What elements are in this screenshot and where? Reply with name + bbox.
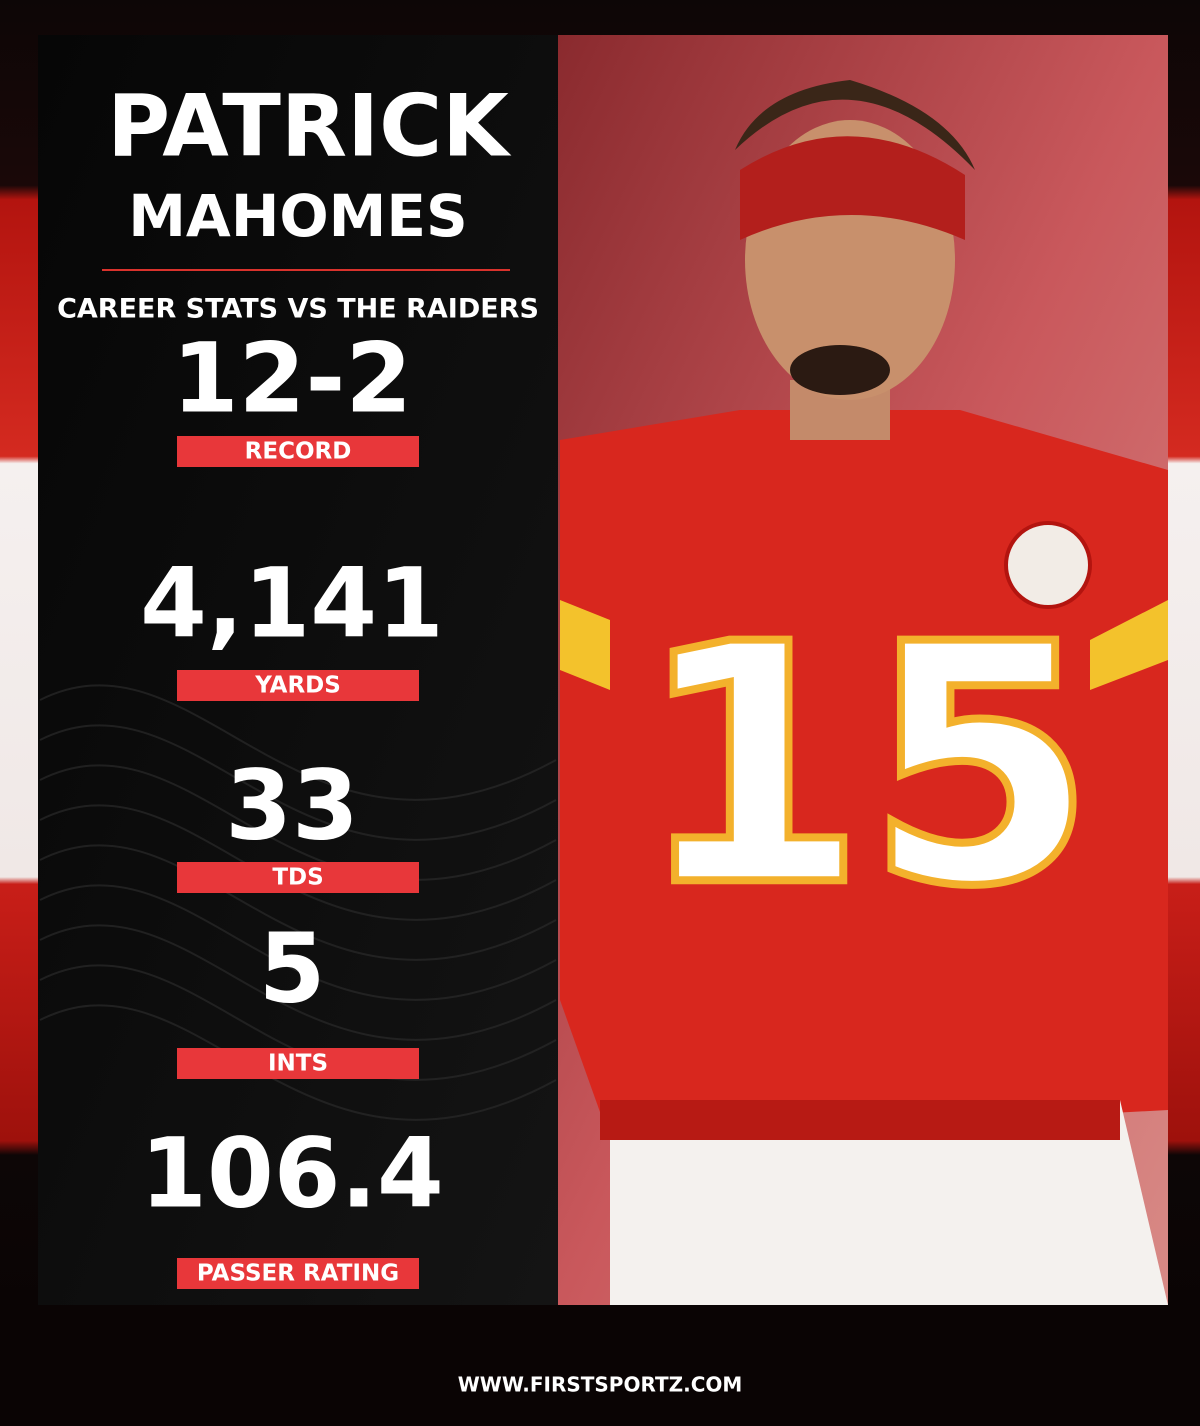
last-name: MAHOMES [128,182,468,250]
stat-label-bar [177,670,419,701]
stat-label-bar [177,1048,419,1079]
stat-label-bar [177,436,419,467]
stat-label: RECORD [245,439,352,465]
stat-label-bar [177,1258,419,1289]
stat-value: 4,141 [140,547,444,659]
subtitle: CAREER STATS VS THE RAIDERS [57,294,539,325]
stat-label-bar [177,862,419,893]
stat-label: INTS [268,1051,328,1077]
footer-band [0,1305,1200,1426]
stat-value: 33 [225,749,359,861]
website: WWW.FIRSTSPORTZ.COM [458,1373,743,1397]
player-photo: 15 [558,35,1168,1305]
stat-label: TDS [272,865,323,891]
stat-value: 5 [259,912,326,1024]
stat-label: YARDS [254,673,341,699]
wave-pattern [39,684,557,1121]
stat-value: 106.4 [140,1117,444,1229]
stats-list: 12-2 RECORD 4,141 YARDS 33 TDS 5 INTS 106.4 PASSE… [140,322,444,1289]
first-name: PATRICK [107,76,512,176]
stat-label: PASSER RATING [197,1261,399,1287]
jersey-number: 15 [636,574,1095,958]
stat-value: 12-2 [172,322,412,434]
